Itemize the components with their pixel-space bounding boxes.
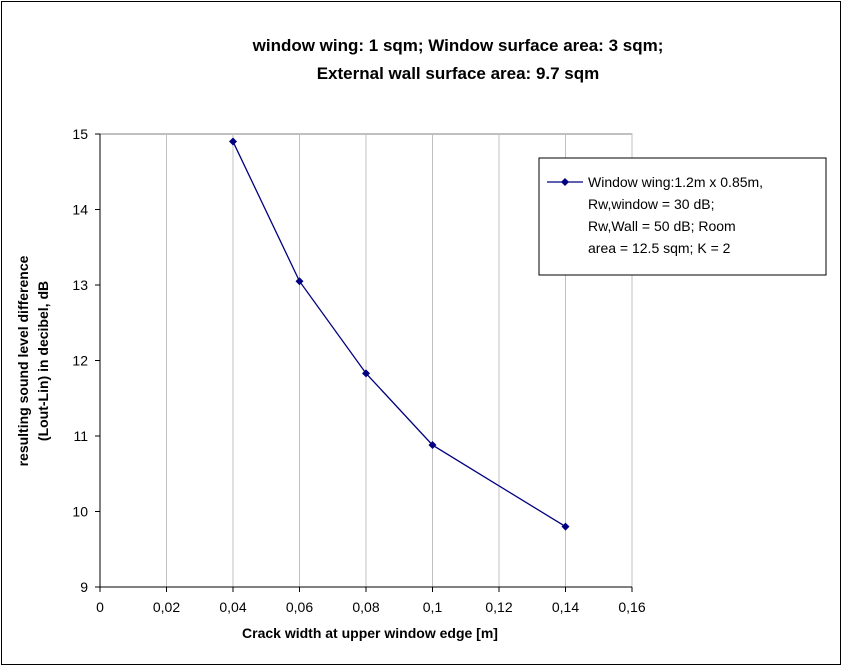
x-tick-label: 0,14 [552, 599, 579, 615]
y-tick-label: 10 [72, 504, 88, 520]
x-tick-label: 0 [96, 599, 104, 615]
legend-entry-line-1: Window wing:1.2m x 0.85m, [588, 174, 763, 190]
x-tick-label: 0,02 [153, 599, 180, 615]
x-tick-label: 0,12 [485, 599, 512, 615]
data-point-marker [561, 522, 570, 531]
y-tick-label: 13 [72, 277, 88, 293]
x-tick-label: 0,08 [352, 599, 379, 615]
data-point-marker [362, 369, 370, 378]
chart-title-line-1: window wing: 1 sqm; Window surface area:… [252, 36, 664, 55]
legend-marker-diamond [561, 178, 569, 186]
legend: Window wing:1.2m x 0.85m, Rw,window = 30… [538, 157, 827, 276]
grid-lines [166, 134, 633, 587]
legend-entry-line-2: Rw,window = 30 dB; [588, 196, 714, 212]
x-tick-label: 0,1 [423, 599, 443, 615]
y-axis-label-line-2: (Lout-Lin) in decibel, dB [35, 281, 51, 441]
y-tick-label: 9 [80, 579, 88, 595]
legend-box [538, 157, 827, 276]
y-tick-label: 15 [72, 126, 88, 142]
data-point-marker [295, 277, 304, 286]
x-tick-label: 0,06 [286, 599, 313, 615]
legend-entry-line-4: area = 12.5 sqm; K = 2 [588, 240, 731, 256]
axes [95, 133, 633, 592]
chart-title-line-2: External wall surface area: 9.7 sqm [317, 64, 600, 83]
legend-entry-line-3: Rw,Wall = 50 dB; Room [588, 218, 736, 234]
y-tick-label: 14 [72, 202, 88, 218]
tick-labels: 0 0,02 0,04 0,06 0,08 0,1 0,12 0,14 0,16 9 10 11 12 1… [72, 126, 645, 615]
x-tick-label: 0,16 [618, 599, 645, 615]
series-layer [229, 137, 570, 531]
y-tick-label: 11 [73, 428, 88, 444]
data-point-marker [229, 137, 237, 146]
x-tick-label: 0,04 [219, 599, 246, 615]
y-axis-label-line-1: resulting sound level difference [15, 255, 31, 466]
data-point-marker [428, 441, 437, 450]
y-tick-label: 12 [72, 353, 88, 369]
x-axis-label: Crack width at upper window edge [m] [242, 625, 498, 641]
